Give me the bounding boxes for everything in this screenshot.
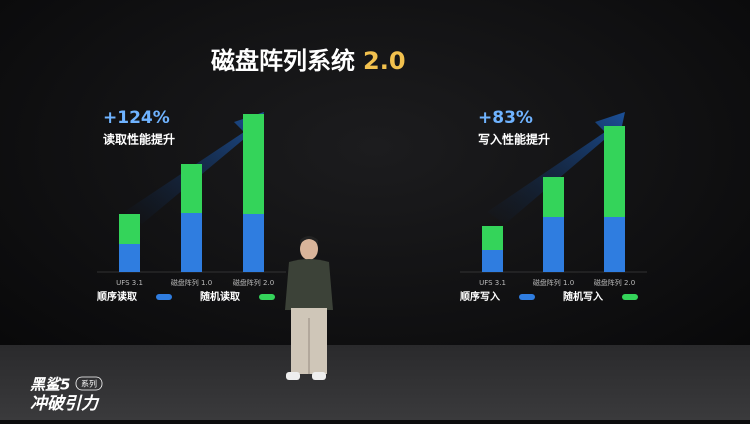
- category-label: 磁盘阵列 1.0: [533, 278, 574, 287]
- bar-segment: [543, 177, 564, 217]
- subtitle: 写入性能提升: [478, 132, 550, 147]
- bar-segment: [243, 114, 264, 214]
- category-label: 磁盘阵列 2.0: [233, 278, 274, 287]
- bar-segment: [243, 214, 264, 272]
- legend-swatch: [259, 294, 275, 300]
- stage-floor: [0, 345, 750, 420]
- logo-series: 系列: [81, 379, 97, 389]
- legend-swatch: [519, 294, 535, 300]
- logo-brand: 黑鲨5: [30, 376, 70, 394]
- category-label: 磁盘阵列 1.0: [171, 278, 212, 287]
- category-label: 磁盘阵列 2.0: [594, 278, 635, 287]
- subtitle: 读取性能提升: [103, 132, 175, 147]
- bar-segment: [543, 217, 564, 272]
- category-label: UFS 3.1: [479, 279, 506, 287]
- bar-segment: [181, 164, 202, 213]
- bar-segment: [604, 217, 625, 272]
- legend-swatch: [156, 294, 172, 300]
- bar-segment: [482, 226, 503, 250]
- legend-label: 随机写入: [563, 290, 603, 303]
- legend-swatch: [622, 294, 638, 300]
- title-version: 2.0: [363, 47, 406, 75]
- legend-label: 顺序读取: [97, 290, 138, 303]
- annotation: +124%: [103, 108, 170, 128]
- bar-segment: [604, 126, 625, 217]
- logo-badge: [75, 376, 103, 391]
- logo-slogan: 冲破引力: [30, 394, 100, 414]
- legend-label: 随机读取: [200, 290, 241, 303]
- title: 磁盘阵列系统: [211, 47, 355, 75]
- annotation: +83%: [478, 108, 533, 128]
- bar-segment: [119, 214, 140, 244]
- bar-segment: [181, 213, 202, 272]
- legend-label: 顺序写入: [460, 290, 500, 303]
- category-label: UFS 3.1: [116, 279, 143, 287]
- bar-segment: [482, 250, 503, 272]
- bar-segment: [119, 244, 140, 272]
- trend-arrow: [487, 112, 625, 224]
- presenter: [285, 236, 333, 380]
